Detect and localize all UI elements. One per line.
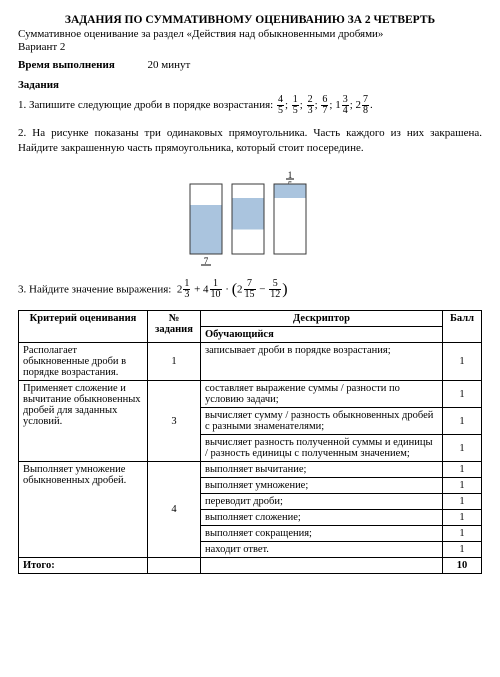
- rubric-num: 4: [148, 462, 201, 558]
- rubric-desc: выполняет умножение;: [201, 478, 443, 494]
- subtitle: Суммативное оценивание за раздел «Действ…: [18, 28, 482, 40]
- rubric-desc: выполняет вычитание;: [201, 462, 443, 478]
- rubric-total-row: Итого: 10: [19, 558, 482, 574]
- rubric-row: Выполняет умножение обыкновенных дробей.…: [19, 462, 482, 478]
- total-value: 10: [443, 558, 482, 574]
- task1-f4: 67: [321, 95, 328, 116]
- rubric-desc: вычисляет разность полученной суммы и ед…: [201, 435, 443, 462]
- task1-f2: 15: [292, 95, 299, 116]
- time-value: 20 минут: [148, 59, 191, 71]
- rubric-header-row: Критерий оценивания № задания Дескриптор…: [19, 311, 482, 327]
- rubric-ball: 1: [443, 542, 482, 558]
- task1-f3: 23: [307, 95, 314, 116]
- task-2: 2. На рисунке показаны три одинаковых пр…: [18, 126, 482, 156]
- rubric-desc: находит ответ.: [201, 542, 443, 558]
- rubric-ball: 1: [443, 494, 482, 510]
- rubric-crit: Выполняет умножение обыкновенных дробей.: [19, 462, 148, 558]
- rubric-ball: 1: [443, 510, 482, 526]
- rubric-row: Располагает обыкновенные дроби в порядке…: [19, 343, 482, 381]
- time-label: Время выполнения: [18, 59, 115, 71]
- rubric-num: 3: [148, 381, 201, 462]
- rubric-crit: Располагает обыкновенные дроби в порядке…: [19, 343, 148, 381]
- expr-a: 13: [183, 279, 190, 300]
- tasks-header: Задания: [18, 79, 482, 91]
- rubric-ball: 1: [443, 478, 482, 494]
- figure-svg: 15710: [165, 166, 335, 266]
- hdr-num: № задания: [148, 311, 201, 343]
- expr-c: 715: [244, 279, 256, 300]
- variant: Вариант 2: [18, 41, 482, 53]
- hdr-desc-sub: Обучающийся: [201, 327, 443, 343]
- task3-text: 3. Найдите значение выражения:: [18, 283, 171, 295]
- rubric-ball: 1: [443, 343, 482, 381]
- rubric-ball: 1: [443, 408, 482, 435]
- rubric-crit: Применяет сложение и вычитание обыкновен…: [19, 381, 148, 462]
- task1-f5-int: 1: [335, 99, 341, 111]
- figure: 15710: [18, 166, 482, 269]
- rubric-desc: составляет выражение суммы / разности по…: [201, 381, 443, 408]
- rubric-desc: переводит дроби;: [201, 494, 443, 510]
- hdr-ball: Балл: [443, 311, 482, 343]
- task1-text: 1. Запишите следующие дроби в порядке во…: [18, 99, 273, 111]
- rubric-desc: вычисляет сумму / разность обыкновенных …: [201, 408, 443, 435]
- rubric-desc: записывает дроби в порядке возрастания;: [201, 343, 443, 381]
- page-title: ЗАДАНИЯ ПО СУММАТИВНОМУ ОЦЕНИВАНИЮ ЗА 2 …: [18, 14, 482, 26]
- rubric-desc: выполняет сокращения;: [201, 526, 443, 542]
- total-label: Итого:: [19, 558, 148, 574]
- task1-f5: 34: [342, 95, 349, 116]
- rubric-ball: 1: [443, 435, 482, 462]
- expr-b: 110: [210, 279, 222, 300]
- rubric-ball: 1: [443, 381, 482, 408]
- hdr-crit: Критерий оценивания: [19, 311, 148, 343]
- rubric-ball: 1: [443, 526, 482, 542]
- rubric-desc: выполняет сложение;: [201, 510, 443, 526]
- time-row: Время выполнения 20 минут: [18, 59, 482, 71]
- rubric-ball: 1: [443, 462, 482, 478]
- task1-f1: 45: [277, 95, 284, 116]
- task1-f6-int: 2: [356, 99, 362, 111]
- rubric-table: Критерий оценивания № задания Дескриптор…: [18, 310, 482, 574]
- task1-f6: 78: [362, 95, 369, 116]
- rubric-num: 1: [148, 343, 201, 381]
- task-3: 3. Найдите значение выражения: 213 + 411…: [18, 279, 482, 301]
- rubric-row: Применяет сложение и вычитание обыкновен…: [19, 381, 482, 408]
- task-1: 1. Запишите следующие дроби в порядке во…: [18, 95, 482, 116]
- expr-d: 512: [269, 279, 281, 300]
- hdr-desc: Дескриптор: [201, 311, 443, 327]
